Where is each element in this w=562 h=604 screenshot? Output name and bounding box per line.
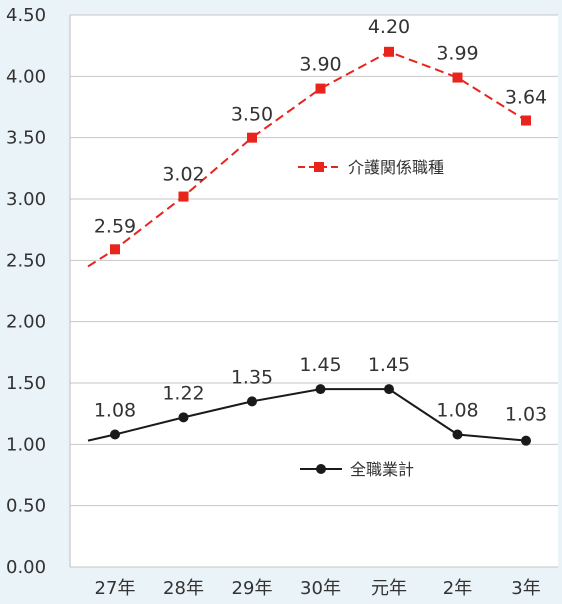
- gridlines: [70, 14, 558, 568]
- x-tick-label: 27年: [95, 578, 136, 599]
- data-label: 3.99: [436, 43, 478, 65]
- legend-label-all-occupations: 全職業計: [350, 460, 414, 479]
- y-tick-label: 4.50: [6, 5, 46, 26]
- data-label: 4.20: [368, 16, 410, 38]
- data-label: 1.08: [436, 400, 478, 422]
- y-tick-label: 2.50: [6, 250, 46, 271]
- data-labels: 2.59 3.02 3.50 3.90 4.20 3.99 3.64 1.08 1.22 1.35…: [94, 16, 547, 426]
- series-group: [87, 46, 531, 446]
- legend-marker-care-workers: [314, 162, 324, 172]
- legend-all-occupations: 全職業計: [300, 460, 414, 479]
- series-line-0: [87, 50, 527, 268]
- data-label: 1.35: [231, 366, 273, 388]
- y-tick-label: 0.50: [6, 496, 46, 517]
- data-point: [178, 191, 189, 202]
- data-point: [521, 115, 531, 126]
- legend-care-workers: 介護関係職種: [298, 158, 444, 177]
- y-tick-label: 1.50: [6, 373, 46, 394]
- x-tick-label: 2年: [443, 578, 472, 599]
- y-axis: 0.00 0.50 1.00 1.50 2.00 2.50 3.00 3.50 4.00 4.50: [6, 5, 71, 578]
- data-point: [247, 132, 257, 143]
- data-point: [315, 384, 326, 395]
- legend-marker-all-occupations: [316, 464, 326, 474]
- legend-label-care-workers: 介護関係職種: [348, 158, 444, 177]
- data-label: 3.64: [505, 86, 547, 108]
- y-tick-label: 3.50: [6, 128, 46, 149]
- data-label: 3.02: [162, 164, 204, 186]
- data-point: [384, 46, 394, 57]
- x-tick-label: 28年: [163, 578, 204, 599]
- x-tick-label: 29年: [232, 578, 273, 599]
- data-point: [247, 396, 257, 407]
- y-tick-label: 0.00: [6, 557, 46, 578]
- series-line-1: [87, 388, 527, 442]
- data-point: [110, 244, 120, 255]
- data-point: [521, 435, 531, 446]
- data-label: 1.45: [368, 354, 410, 376]
- data-label: 3.50: [231, 104, 273, 126]
- x-tick-label: 元年: [371, 578, 407, 599]
- data-point: [110, 429, 120, 440]
- data-point: [452, 72, 463, 83]
- data-label: 3.90: [299, 54, 341, 76]
- x-tick-label: 30年: [300, 578, 341, 599]
- data-point: [452, 429, 463, 440]
- x-axis: 27年 28年 29年 30年 元年 2年 3年: [95, 578, 541, 599]
- data-label: 1.03: [505, 404, 547, 426]
- y-tick-label: 2.00: [6, 312, 46, 333]
- y-tick-label: 4.00: [6, 66, 46, 87]
- data-point: [315, 83, 326, 94]
- y-tick-label: 3.00: [6, 189, 46, 210]
- data-label: 1.45: [299, 354, 341, 376]
- y-tick-label: 1.00: [6, 434, 46, 455]
- data-point: [178, 412, 189, 423]
- plot-area: [70, 15, 558, 567]
- x-tick-label: 3年: [511, 578, 540, 599]
- data-label: 1.08: [94, 400, 136, 422]
- data-point: [384, 384, 394, 395]
- data-label: 2.59: [94, 215, 136, 237]
- data-label: 1.22: [162, 382, 204, 404]
